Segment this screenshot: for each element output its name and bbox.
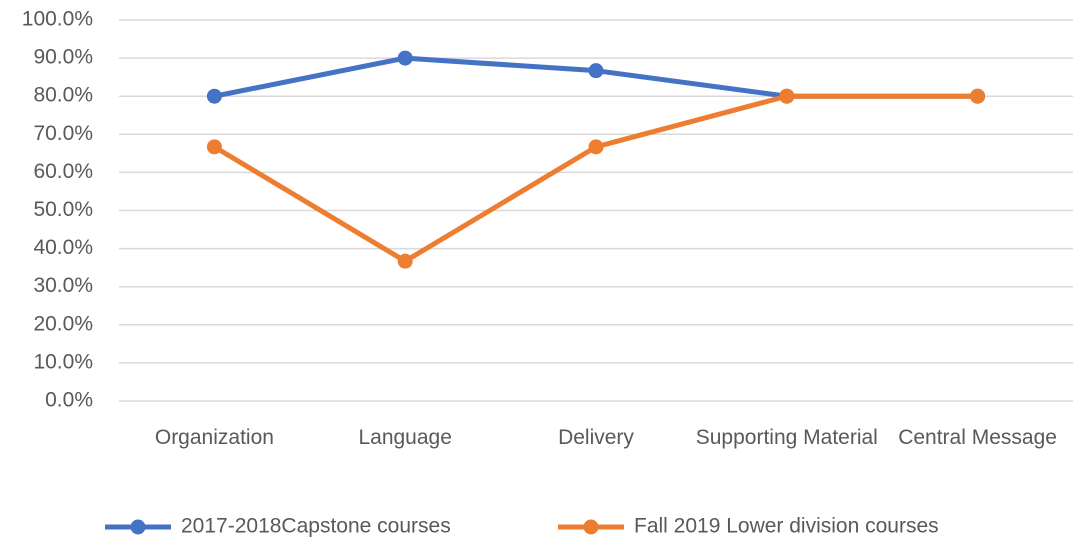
y-tick-label: 10.0% — [33, 350, 93, 373]
point — [397, 253, 413, 269]
point — [970, 88, 986, 104]
x-tick-label: Supporting Material — [695, 426, 878, 449]
point — [588, 63, 604, 79]
legend-marker — [583, 519, 599, 535]
y-tick-label: 20.0% — [33, 312, 93, 335]
y-tick-label: 60.0% — [33, 160, 93, 183]
point — [779, 88, 795, 104]
x-tick-label: Language — [358, 426, 452, 449]
y-tick-label: 70.0% — [33, 122, 93, 145]
y-tick-label: 80.0% — [33, 84, 93, 107]
x-tick-label: Delivery — [558, 426, 634, 449]
y-tick-label: 50.0% — [33, 198, 93, 221]
point — [397, 50, 413, 66]
point — [206, 139, 222, 155]
y-tick-label: 100.0% — [22, 8, 93, 31]
y-tick-label: 0.0% — [45, 389, 93, 412]
x-tick-label: Organization — [154, 426, 274, 449]
point — [206, 88, 222, 104]
y-tick-label: 40.0% — [33, 236, 93, 259]
legend-label: Fall 2019 Lower division courses — [634, 515, 939, 538]
legend-marker — [130, 519, 146, 535]
y-tick-label: 90.0% — [33, 46, 93, 69]
x-tick-label: Central Message — [898, 426, 1057, 449]
point — [588, 139, 604, 155]
y-tick-label: 30.0% — [33, 274, 93, 297]
legend-label: 2017-2018Capstone courses — [181, 515, 451, 538]
series-line — [213, 93, 978, 264]
